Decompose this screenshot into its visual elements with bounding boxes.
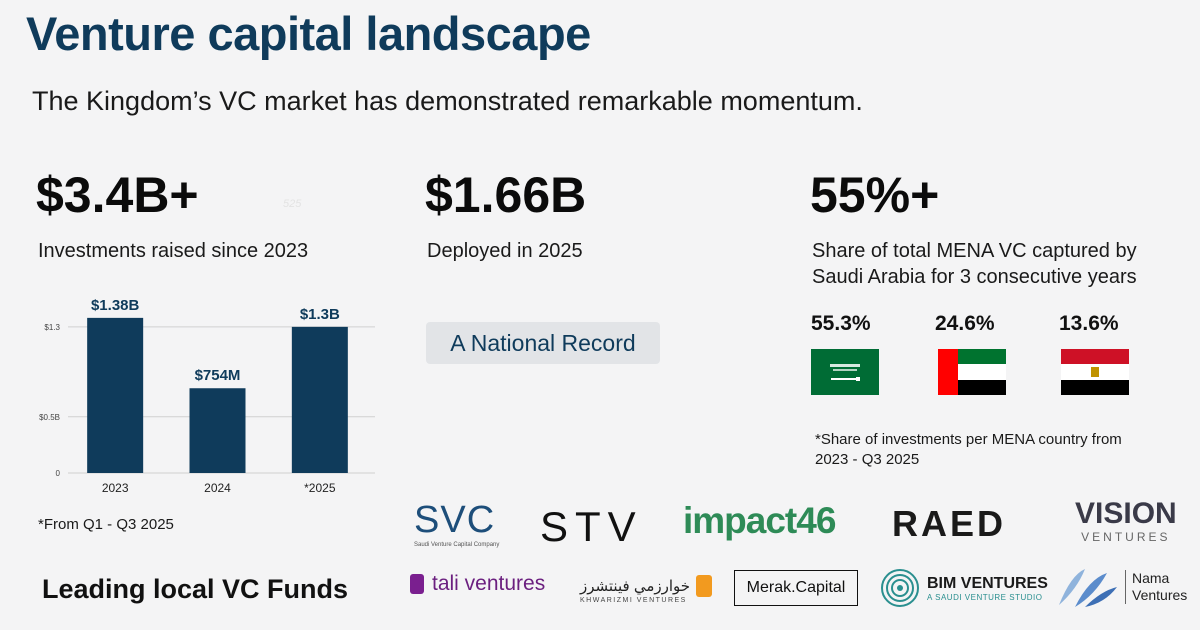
page-title: Venture capital landscape (26, 7, 591, 60)
vision-logo-text: VISION (1075, 497, 1177, 530)
stat-share-caption-line2: Saudi Arabia for 3 consecutive years (812, 266, 1137, 288)
svc-logo: SVC Saudi Venture Capital Company (414, 500, 499, 550)
uae-flag-icon (938, 349, 1006, 395)
egypt-flag-icon (1061, 349, 1129, 395)
stat-share-caption-line1: Share of total MENA VC captured by (812, 240, 1137, 262)
khwarizmi-logo: خوارزمي فينتشرز KHWARIZMI VENTURES (580, 575, 713, 604)
nama-leaf-icon (1059, 569, 1117, 607)
bim-logo-subtext: A SAUDI VENTURE STUDIO (927, 592, 1043, 602)
share-uae-value: 24.6% (935, 312, 995, 335)
x-tick-label: *2025 (304, 481, 336, 495)
share-saudi-value: 55.3% (811, 312, 871, 335)
bar (189, 388, 246, 473)
bim-circle-icon (881, 569, 919, 607)
khwarizmi-arabic-mark: خوارزمي فينتشرز (580, 578, 691, 595)
y-tick-label: 0 (56, 469, 61, 478)
vision-logo-subtext: VENTURES (1081, 530, 1171, 544)
chart-footnote: *From Q1 - Q3 2025 (38, 516, 174, 533)
nama-ventures-logo: Nama Ventures (1055, 565, 1187, 609)
stat-raised-caption: Investments raised since 2023 (38, 240, 309, 262)
shares-note-line1: *Share of investments per MENA country f… (815, 431, 1122, 448)
tali-ventures-logo: tali ventures (410, 572, 545, 596)
raed-logo: RAED (892, 503, 1007, 544)
svc-logo-subtext: Saudi Venture Capital Company (414, 542, 500, 548)
y-tick-label: $1.3 (44, 323, 60, 332)
national-record-badge: A National Record (426, 322, 660, 364)
svc-logo-text: SVC (414, 499, 496, 541)
vision-ventures-logo: VISION VENTURES (1075, 497, 1177, 545)
share-egypt-value: 13.6% (1059, 312, 1119, 335)
funds-title: Leading local VC Funds (42, 574, 349, 604)
stat-deployed-value: $1.66B (425, 167, 587, 223)
shares-note-line2: 2023 - Q3 2025 (815, 451, 920, 468)
tali-logo-text: tali ventures (432, 572, 546, 595)
stat-share-value: 55%+ (810, 167, 940, 223)
page-subtitle: The Kingdom’s VC market has demonstrated… (32, 86, 863, 116)
y-tick-label: $0.5B (39, 413, 60, 422)
investments-bar-chart: 0 $0.5B $1.3 $1.38B 2023 $754M 2024 $1.3B *2025 (39, 297, 375, 495)
x-tick-label: 2024 (204, 481, 231, 495)
stat-deployed-caption: Deployed in 2025 (427, 240, 583, 262)
bim-ventures-logo: BIM VENTURES A SAUDI VENTURE STUDIO (880, 568, 1048, 608)
x-tick-label: 2023 (102, 481, 129, 495)
saudi-flag-icon (811, 349, 879, 395)
bar (87, 317, 144, 473)
bar-data-label: $754M (195, 367, 241, 384)
merak-capital-logo: Merak.Capital (734, 570, 858, 606)
bar-data-label: $1.3B (300, 306, 340, 323)
bim-logo-text: BIM VENTURES (927, 574, 1048, 592)
khwarizmi-mark-icon (696, 575, 713, 597)
nama-logo-text: Nama (1132, 570, 1170, 586)
bar (291, 326, 348, 473)
khwarizmi-logo-text: KHWARIZMI VENTURES (580, 597, 687, 604)
impact46-logo: impact46 (683, 500, 836, 541)
nama-logo-subtext: Ventures (1132, 587, 1188, 603)
tali-mark-icon (410, 574, 424, 594)
ghost-text: 525 (283, 198, 302, 210)
bar-data-label: $1.38B (91, 297, 140, 314)
stat-raised-value: $3.4B+ (36, 167, 199, 223)
stv-logo: STV (540, 503, 643, 550)
